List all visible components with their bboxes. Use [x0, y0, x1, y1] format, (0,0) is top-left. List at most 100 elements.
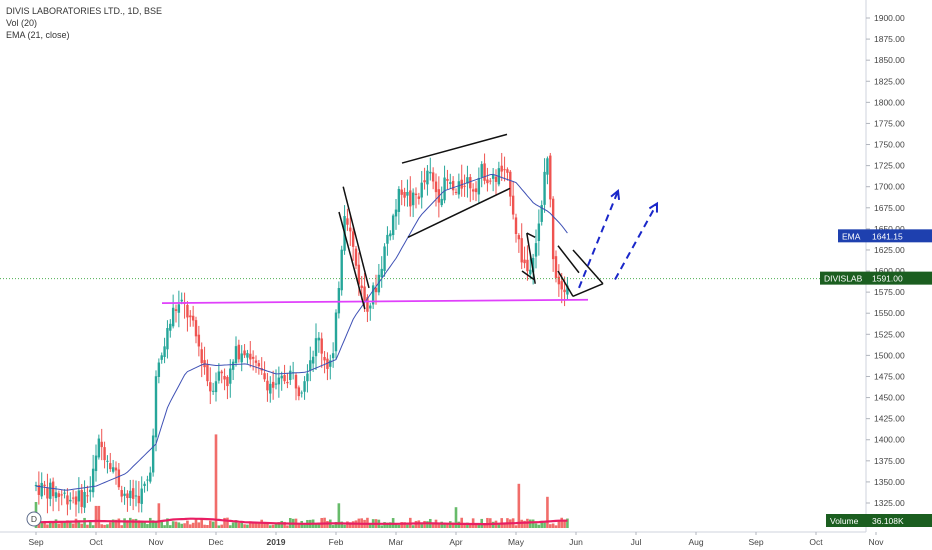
- volume-bar: [386, 522, 389, 528]
- candle-body: [117, 469, 121, 488]
- candle-body: [474, 188, 478, 193]
- volume-bar: [86, 524, 89, 528]
- candle-body: [74, 496, 78, 505]
- date-tick-label: Nov: [148, 537, 164, 547]
- volume-bar: [440, 521, 444, 528]
- price-tick-label: 1425.00: [874, 414, 905, 424]
- volume-bar: [274, 523, 278, 528]
- candle-body: [103, 447, 106, 461]
- candle-body: [429, 171, 432, 174]
- volume-bar: [91, 525, 95, 528]
- volume-indicator-label[interactable]: Vol (20): [6, 18, 38, 28]
- candle-body: [563, 289, 566, 293]
- volume-bar: [423, 520, 426, 528]
- date-tick-label: Mar: [389, 537, 404, 547]
- volume-bar: [54, 519, 58, 528]
- volume-bar: [103, 524, 106, 528]
- volume-bar: [214, 434, 218, 528]
- symbol-title[interactable]: DIVIS LABORATORIES LTD., 1D, BSE: [6, 6, 163, 16]
- support-trendline: [161, 298, 589, 304]
- candle-body: [37, 484, 41, 495]
- volume-bar: [206, 525, 209, 528]
- volume-bar: [148, 517, 152, 528]
- candle-body: [251, 356, 255, 359]
- candle-body: [460, 179, 463, 189]
- volume-bar: [63, 521, 66, 528]
- volume-bar: [454, 507, 458, 528]
- volume-bar: [94, 505, 98, 528]
- candle-body: [166, 328, 169, 350]
- volume-bar: [271, 524, 275, 528]
- candle-body: [374, 287, 378, 293]
- candle-body: [414, 193, 418, 196]
- price-tick-label: 1350.00: [874, 477, 905, 487]
- ema-indicator-label[interactable]: EMA (21, close): [6, 30, 70, 40]
- volume-bar: [177, 522, 181, 528]
- volume-bar: [200, 519, 204, 528]
- price-badge-name: DIVISLAB: [824, 274, 863, 284]
- candle-body: [220, 371, 223, 374]
- candle-body: [529, 269, 532, 275]
- volume-bar: [57, 523, 61, 528]
- volume-bar: [557, 521, 561, 528]
- candle-body: [294, 374, 298, 389]
- candle-body: [129, 490, 132, 499]
- volume-bar: [183, 523, 186, 528]
- chart-legend: DIVIS LABORATORIES LTD., 1D, BSE Vol (20…: [6, 5, 162, 41]
- candle-body: [209, 382, 212, 392]
- volume-bar: [426, 521, 429, 528]
- date-tick-label: 2019: [267, 537, 286, 547]
- pattern-trendline: [342, 186, 370, 289]
- candle-body: [60, 494, 63, 496]
- candle-body: [114, 467, 118, 471]
- volume-bar: [514, 525, 518, 528]
- candle-body: [420, 182, 423, 198]
- drawings[interactable]: [0, 133, 866, 310]
- price-tick-label: 1900.00: [874, 13, 905, 23]
- candle-body: [454, 191, 458, 193]
- volume-bar: [531, 519, 535, 528]
- volume-bar: [254, 522, 258, 528]
- volume-bar: [71, 523, 75, 528]
- volume-bar: [234, 520, 238, 528]
- volume-bar: [40, 521, 44, 528]
- candle-body: [160, 355, 163, 360]
- volume-bar: [411, 525, 415, 528]
- price-axis[interactable]: 1900.00 1875.00 1850.00 1825.00 1800.00 1775.…: [865, 0, 905, 532]
- candle-body: [517, 235, 521, 240]
- candle-body: [149, 472, 152, 482]
- candle-body: [49, 482, 52, 499]
- candle-body: [131, 488, 135, 499]
- candle-body: [211, 390, 215, 392]
- price-tick-label: 1525.00: [874, 329, 905, 339]
- pattern-trendline: [338, 211, 366, 310]
- candle-body: [491, 174, 495, 179]
- candle-body: [526, 259, 529, 272]
- date-tick-label: Jul: [631, 537, 642, 547]
- pattern-trendline: [526, 232, 536, 284]
- date-tick-label: May: [508, 537, 525, 547]
- candle-body: [80, 490, 83, 507]
- candle-body: [157, 362, 161, 377]
- volume-bar: [120, 525, 124, 528]
- volume-bar: [114, 519, 118, 528]
- candle-body: [380, 268, 383, 278]
- volume-bar: [383, 522, 386, 528]
- candle-body: [83, 491, 86, 508]
- candle-body: [326, 358, 329, 369]
- volume-bar: [180, 523, 184, 528]
- price-tick-label: 1550.00: [874, 308, 905, 318]
- candle-body: [349, 227, 352, 232]
- volume-bar: [388, 522, 392, 528]
- volume-bar: [74, 518, 78, 528]
- ema-badge-value: 1641.15: [872, 231, 903, 241]
- candle-body: [140, 488, 143, 504]
- price-badge-name-tag: [820, 271, 866, 285]
- volume-bar: [331, 525, 335, 528]
- volume-bar: [194, 518, 198, 528]
- volume-bar: [248, 521, 252, 528]
- candle-body: [154, 376, 158, 438]
- price-tick-label: 1650.00: [874, 224, 905, 234]
- date-axis[interactable]: Sep Oct Nov Dec 2019 Feb Mar Apr May Jun Jul Aug Sep…: [0, 531, 884, 547]
